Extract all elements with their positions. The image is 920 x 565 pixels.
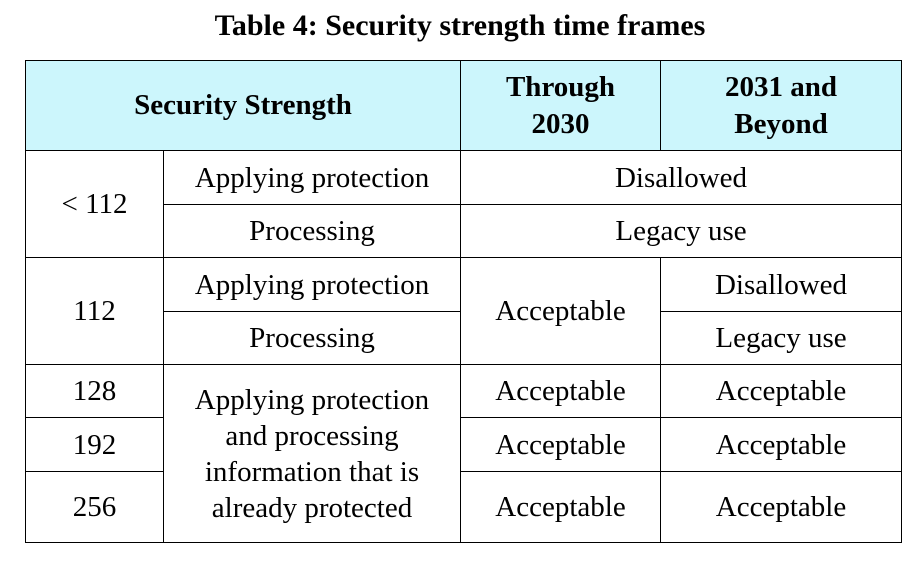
strength-256-cell: 256 — [25, 471, 164, 543]
table-row: 256 Acceptable Acceptable — [25, 471, 903, 543]
header-security-strength: Security Strength — [24, 60, 462, 151]
status-cell: Disallowed — [660, 257, 903, 312]
strength-192-cell: 192 — [25, 417, 164, 472]
status-cell: Acceptable — [660, 471, 903, 543]
usage-cell: Applying protection — [162, 150, 462, 205]
table-row: Processing Legacy use — [26, 204, 903, 258]
header-row: Security Strength Through 2030 2031 and … — [24, 60, 903, 151]
status-cell: Acceptable — [660, 417, 903, 472]
header-through-2030-text: Through 2030 — [505, 70, 616, 140]
strength-lt112-cell: < 112 — [25, 150, 164, 258]
status-cell: Acceptable — [460, 471, 662, 543]
header-through-2030: Through 2030 — [460, 60, 662, 151]
status-cell: Acceptable — [660, 364, 903, 418]
table-row: 192 Acceptable Acceptable — [25, 417, 903, 472]
usage-cell: Processing — [162, 311, 462, 365]
status-cell: Legacy use — [460, 204, 903, 258]
status-cell: Legacy use — [660, 311, 903, 365]
security-strength-table: Security Strength Through 2030 2031 and … — [24, 60, 903, 543]
status-cell: Acceptable — [460, 364, 662, 418]
usage-combined-text: Applying protection and processing infor… — [194, 383, 430, 524]
status-cell: Acceptable — [460, 417, 662, 472]
table-caption: Table 4: Security strength time frames — [214, 9, 706, 42]
usage-cell-combined: Applying protection and processing infor… — [162, 364, 462, 543]
header-2031-text: 2031 and Beyond — [725, 70, 838, 140]
usage-cell: Processing — [162, 204, 462, 258]
status-cell: Acceptable — [460, 257, 662, 365]
header-2031-and-beyond: 2031 and Beyond — [660, 60, 903, 151]
table-row: 112 Applying protection Acceptable Disal… — [25, 257, 903, 365]
status-cell: Disallowed — [460, 150, 903, 205]
table-row: 128 Applying protection and processing i… — [25, 364, 903, 543]
strength-112-cell: 112 — [25, 257, 164, 365]
strength-128-cell: 128 — [25, 364, 164, 418]
usage-cell: Applying protection — [162, 257, 462, 312]
table-row: < 112 Applying protection Disallowed — [25, 150, 903, 258]
